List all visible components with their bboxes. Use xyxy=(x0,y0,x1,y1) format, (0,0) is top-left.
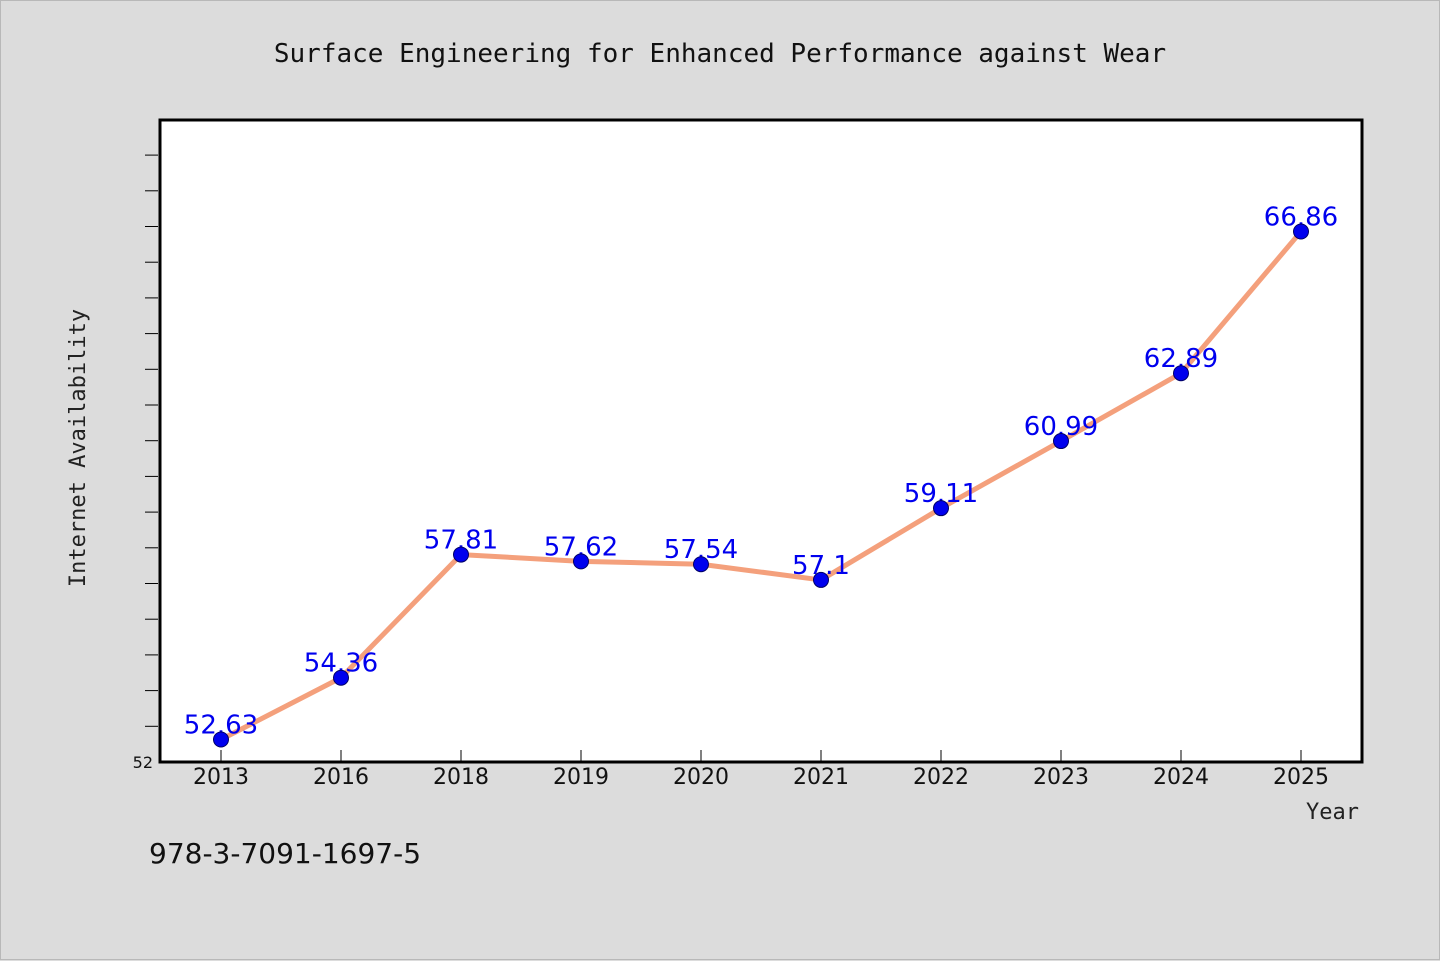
x-tick-label: 2025 xyxy=(1273,765,1329,790)
x-tick-label: 2023 xyxy=(1033,765,1089,790)
x-tick-label: 2022 xyxy=(913,765,969,790)
footnote-isbn: 978-3-7091-1697-5 xyxy=(149,837,421,870)
data-point xyxy=(453,546,469,563)
x-tick-label: 2024 xyxy=(1153,765,1209,790)
x-axis-ticks: 2013 2016 2018 2019 2020 2021 2022 2023 2024 2025 xyxy=(193,750,1329,790)
data-point xyxy=(573,553,589,570)
data-point xyxy=(1293,223,1309,240)
x-tick-label: 2013 xyxy=(193,765,249,790)
data-point xyxy=(813,571,829,588)
y-axis-ticks xyxy=(145,154,158,727)
x-tick-label: 2020 xyxy=(673,765,729,790)
x-axis-title: Year xyxy=(1306,800,1359,825)
data-point xyxy=(1053,433,1069,450)
data-point xyxy=(333,669,349,686)
data-point xyxy=(933,500,949,517)
x-tick-label: 2016 xyxy=(313,765,369,790)
x-tick-label: 2021 xyxy=(793,765,849,790)
data-point xyxy=(693,556,709,573)
data-point xyxy=(213,731,229,748)
chart-title: Surface Engineering for Enhanced Perform… xyxy=(274,39,1166,69)
x-tick-label: 2018 xyxy=(433,765,489,790)
x-tick-label: 2019 xyxy=(553,765,609,790)
data-point xyxy=(1173,365,1189,382)
series-line xyxy=(218,228,1304,743)
y-axis-min-label: 52 xyxy=(133,753,153,772)
y-axis-title: Internet Availability xyxy=(66,309,91,587)
